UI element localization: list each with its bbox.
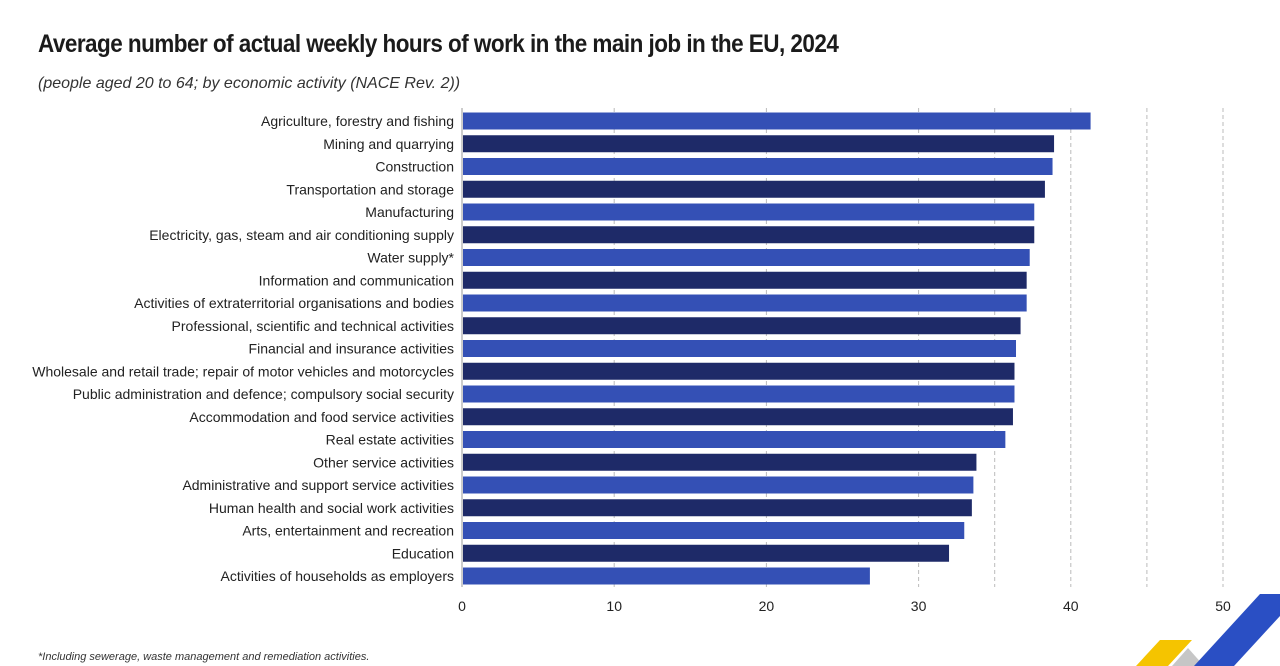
bar: [463, 362, 1015, 380]
category-label: Accommodation and food service activitie…: [189, 409, 454, 425]
bar: [463, 271, 1027, 289]
category-label: Real estate activities: [326, 432, 454, 448]
category-label: Administrative and support service activ…: [182, 477, 454, 493]
category-label: Manufacturing: [365, 204, 454, 220]
category-label: Transportation and storage: [286, 181, 454, 197]
category-label: Agriculture, forestry and fishing: [261, 113, 454, 129]
category-label: Electricity, gas, steam and air conditio…: [149, 227, 454, 243]
category-label: Human health and social work activities: [209, 500, 454, 516]
bar: [463, 499, 972, 517]
x-tick-label: 20: [759, 598, 775, 614]
category-label: Financial and insurance activities: [249, 341, 454, 357]
bar: [463, 249, 1030, 266]
category-label: Public administration and defence; compu…: [73, 386, 454, 402]
category-labels: Agriculture, forestry and fishing Mining …: [32, 113, 454, 584]
bar: [463, 317, 1021, 335]
bar: [463, 112, 1091, 130]
bar: [463, 226, 1035, 244]
x-tick-label: 50: [1215, 598, 1231, 614]
category-label: Water supply*: [367, 250, 454, 266]
bar: [463, 453, 977, 471]
bars: [463, 112, 1091, 585]
x-tick-label: 0: [458, 598, 466, 614]
bar: [463, 294, 1027, 312]
x-tick-label: 10: [606, 598, 622, 614]
bar: [463, 431, 1006, 448]
bar: [463, 340, 1017, 357]
bar: [463, 522, 965, 539]
category-label: Activities of households as employers: [221, 568, 454, 584]
x-axis-ticks: 0 10 20 30 40 50: [458, 598, 1231, 614]
x-tick-label: 40: [1063, 598, 1079, 614]
bar: [463, 408, 1013, 426]
category-label: Other service activities: [313, 454, 454, 470]
footnote: *Including sewerage, waste management an…: [38, 651, 370, 663]
bar: [463, 476, 974, 494]
bar: [463, 203, 1035, 221]
category-label: Mining and quarrying: [323, 136, 454, 152]
chart-title: Average number of actual weekly hours of…: [38, 30, 839, 58]
category-label: Education: [392, 545, 454, 561]
category-label: Construction: [375, 159, 454, 175]
eurostat-logo-icon: [1136, 594, 1280, 666]
bar: [463, 180, 1045, 198]
category-label: Activities of extraterritorial organisat…: [134, 295, 454, 311]
bar: [463, 135, 1055, 153]
category-label: Professional, scientific and technical a…: [172, 318, 454, 334]
bar: [463, 544, 950, 562]
category-label: Arts, entertainment and recreation: [242, 523, 454, 539]
chart-subtitle: (people aged 20 to 64; by economic activ…: [38, 75, 461, 92]
bar: [463, 567, 870, 585]
bar: [463, 158, 1053, 175]
category-label: Information and communication: [259, 272, 454, 288]
category-label: Wholesale and retail trade; repair of mo…: [32, 363, 454, 379]
x-tick-label: 30: [911, 598, 927, 614]
bar: [463, 385, 1015, 403]
